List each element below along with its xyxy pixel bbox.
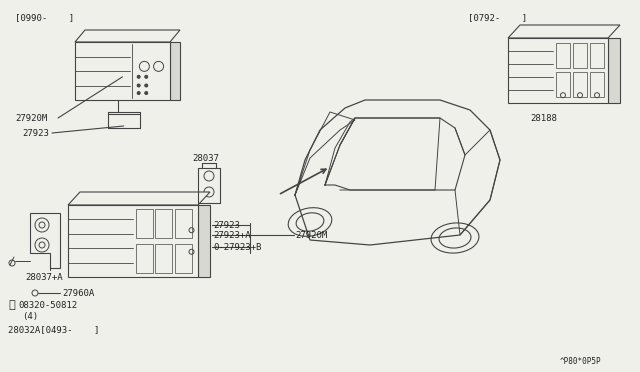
- Text: 08320-50812: 08320-50812: [18, 301, 77, 310]
- Bar: [136, 244, 152, 273]
- Circle shape: [145, 84, 148, 87]
- Bar: [175, 209, 191, 238]
- Circle shape: [145, 75, 148, 78]
- Text: 27920M: 27920M: [295, 231, 327, 240]
- Bar: [155, 209, 172, 238]
- Circle shape: [137, 75, 140, 78]
- Bar: [136, 209, 152, 238]
- Text: 27923+A: 27923+A: [213, 231, 251, 240]
- Text: 0-27923+B: 0-27923+B: [213, 243, 261, 251]
- Text: (4): (4): [22, 312, 38, 321]
- Text: ^P80*0P5P: ^P80*0P5P: [560, 357, 602, 366]
- Polygon shape: [198, 205, 210, 277]
- Bar: [508, 38, 608, 103]
- Text: 27920M: 27920M: [15, 113, 47, 122]
- Bar: [590, 73, 604, 97]
- Polygon shape: [30, 213, 60, 268]
- Bar: [573, 73, 587, 97]
- Bar: [590, 43, 604, 68]
- Bar: [155, 244, 172, 273]
- Text: 28037+A: 28037+A: [25, 273, 63, 282]
- Bar: [175, 244, 191, 273]
- Text: 27923: 27923: [22, 128, 49, 138]
- Text: 27960A: 27960A: [62, 289, 94, 298]
- Text: 28188: 28188: [530, 113, 557, 122]
- Polygon shape: [68, 192, 210, 205]
- Polygon shape: [170, 42, 180, 100]
- Bar: [573, 43, 587, 68]
- Text: [0990-    ]: [0990- ]: [15, 13, 74, 22]
- Bar: [75, 42, 170, 100]
- Text: 28032A[0493-    ]: 28032A[0493- ]: [8, 326, 99, 334]
- Text: 28037: 28037: [192, 154, 219, 163]
- Polygon shape: [608, 38, 620, 103]
- Circle shape: [145, 92, 148, 94]
- Bar: [556, 43, 570, 68]
- Polygon shape: [75, 30, 180, 42]
- Circle shape: [137, 92, 140, 94]
- Text: [0792-    ]: [0792- ]: [468, 13, 527, 22]
- Circle shape: [137, 84, 140, 87]
- Bar: [68, 205, 198, 277]
- Bar: [556, 73, 570, 97]
- Text: 27923: 27923: [213, 221, 240, 230]
- Polygon shape: [508, 25, 620, 38]
- Text: Ⓢ: Ⓢ: [8, 300, 15, 310]
